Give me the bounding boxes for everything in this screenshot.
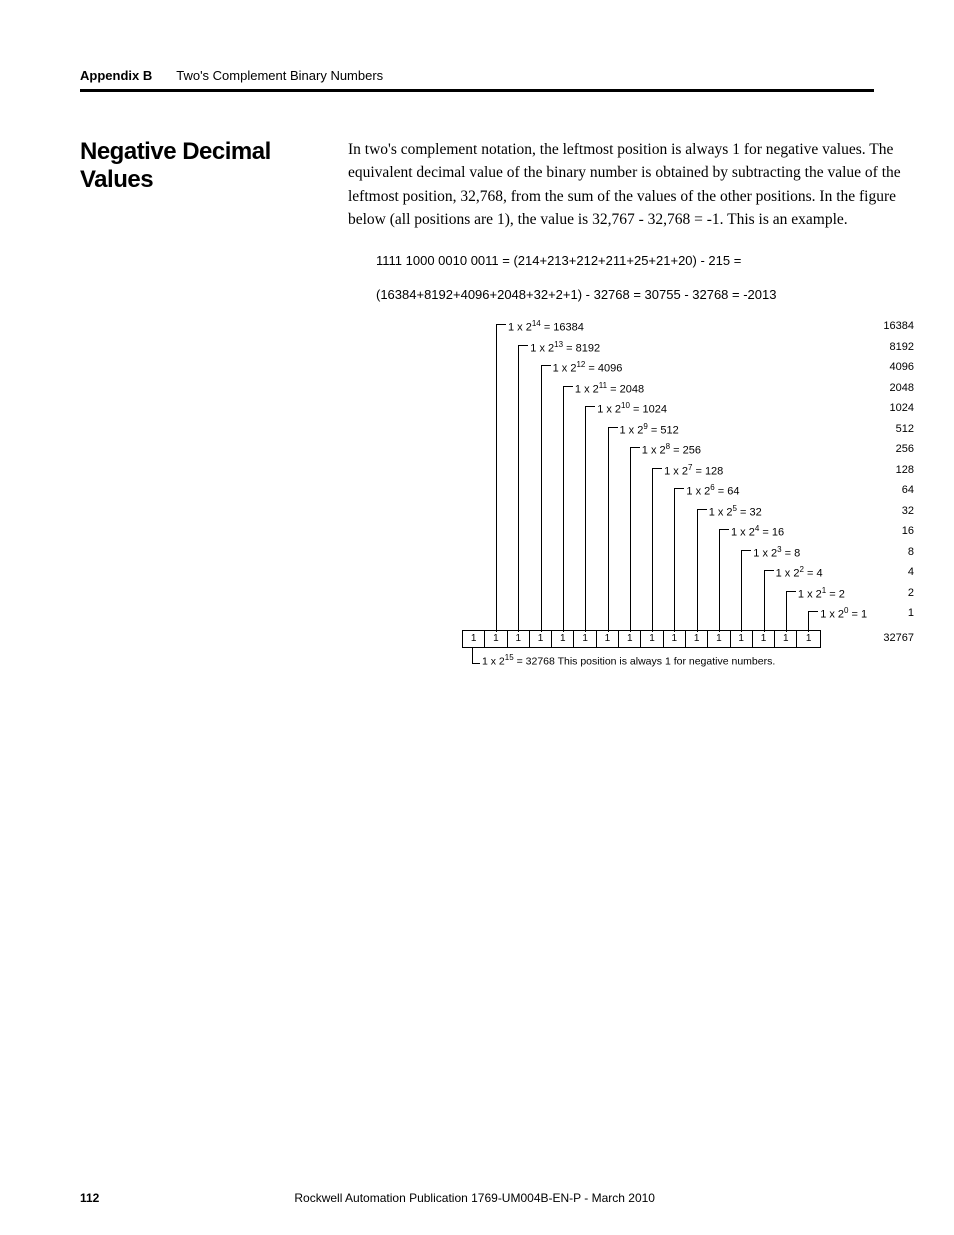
binary-diagram: 1111111111111111 32767 1 x 215 = 32768 T… (472, 318, 912, 678)
bit-position-label: 1 x 211 = 2048 (575, 380, 644, 398)
bit-cell: 1 (485, 631, 507, 647)
page-header: Appendix B Two's Complement Binary Numbe… (80, 68, 874, 83)
body-paragraph: In two's complement notation, the leftmo… (348, 138, 912, 231)
bit-position-label: 1 x 213 = 8192 (530, 339, 600, 357)
bit-cell: 1 (552, 631, 574, 647)
position-value: 1 (908, 605, 914, 622)
position-value: 1024 (890, 400, 914, 417)
bit-cell: 1 (664, 631, 686, 647)
bit-cell: 1 (753, 631, 775, 647)
bit-cell: 1 (619, 631, 641, 647)
bit-position-label: 1 x 21 = 2 (798, 585, 845, 603)
position-value: 128 (896, 462, 914, 479)
page-number: 112 (80, 1191, 99, 1205)
bit-cell: 1 (597, 631, 619, 647)
chapter-title: Two's Complement Binary Numbers (176, 68, 383, 83)
sum-value: 32767 (883, 630, 914, 647)
bit-cell: 1 (708, 631, 730, 647)
position-value: 4096 (890, 359, 914, 376)
position-value: 8 (908, 544, 914, 561)
calculation-lines: 1111 1000 0010 0011 = (214+213+212+211+2… (376, 251, 912, 304)
position-value: 16384 (883, 318, 914, 335)
section-heading: Negative Decimal Values (80, 138, 320, 678)
calc-line-1: 1111 1000 0010 0011 = (214+213+212+211+2… (376, 251, 912, 271)
bit-position-label: 1 x 22 = 4 (776, 564, 823, 582)
bit-position-label: 1 x 212 = 4096 (553, 359, 623, 377)
bit-cell: 1 (530, 631, 552, 647)
bit-position-label: 1 x 24 = 16 (731, 523, 784, 541)
position-value: 512 (896, 421, 914, 438)
bit-cell: 1 (641, 631, 663, 647)
bit-position-label: 1 x 210 = 1024 (597, 400, 667, 418)
bit-cell: 1 (775, 631, 797, 647)
bit-position-label: 1 x 20 = 1 (820, 605, 867, 623)
page-footer: 112 Rockwell Automation Publication 1769… (80, 1191, 874, 1205)
position-value: 16 (902, 523, 914, 540)
bit-cell: 1 (797, 631, 819, 647)
position-value: 8192 (890, 339, 914, 356)
bit-cell: 1 (463, 631, 485, 647)
position-value: 4 (908, 564, 914, 581)
appendix-label: Appendix B (80, 68, 152, 83)
bit-position-label: 1 x 27 = 128 (664, 462, 723, 480)
header-rule (80, 89, 874, 92)
bit-position-label: 1 x 23 = 8 (753, 544, 800, 562)
position-value: 2 (908, 585, 914, 602)
footnote: 1 x 215 = 32768 This position is always … (482, 652, 775, 670)
bit-cell: 1 (574, 631, 596, 647)
bit-position-label: 1 x 25 = 32 (709, 503, 762, 521)
calc-line-2: (16384+8192+4096+2048+32+2+1) - 32768 = … (376, 285, 912, 305)
position-value: 32 (902, 503, 914, 520)
bit-position-label: 1 x 28 = 256 (642, 441, 701, 459)
bit-position-label: 1 x 29 = 512 (620, 421, 679, 439)
position-value: 256 (896, 441, 914, 458)
bit-position-label: 1 x 26 = 64 (686, 482, 739, 500)
position-value: 2048 (890, 380, 914, 397)
bit-table: 1111111111111111 (462, 630, 821, 648)
bit-cell: 1 (508, 631, 530, 647)
publication-info: Rockwell Automation Publication 1769-UM0… (294, 1191, 655, 1205)
position-value: 64 (902, 482, 914, 499)
bit-cell: 1 (686, 631, 708, 647)
bit-cell: 1 (731, 631, 753, 647)
bit-position-label: 1 x 214 = 16384 (508, 318, 584, 336)
